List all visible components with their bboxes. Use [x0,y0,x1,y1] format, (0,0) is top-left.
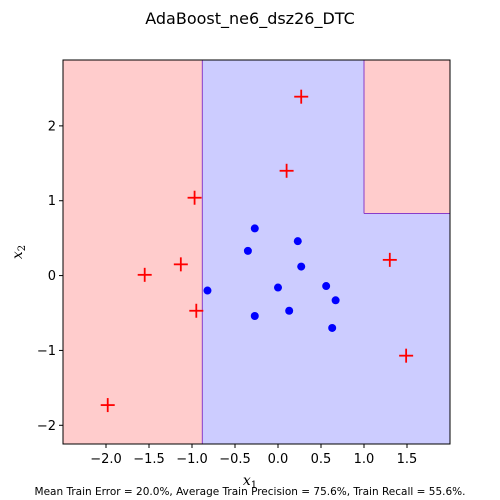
plus-marker [100,398,115,413]
x-axis-label: x1 [243,473,257,491]
decision-regions [63,60,450,444]
x-tick-label: 1.5 [397,452,418,467]
y-axis-label-subscript: 2 [17,245,28,251]
circle-marker [250,312,259,320]
x-tick-label: 0.5 [311,452,332,467]
x-axis-label-subscript: 1 [251,480,257,491]
x-tick-label: 1.0 [354,452,375,467]
region-negative-0 [63,60,203,444]
circle-marker [293,237,302,246]
circle-marker [250,224,259,233]
metrics-footer: Mean Train Error = 20.0%, Average Train … [35,486,466,498]
plus-marker [137,267,152,282]
plus-marker [189,303,204,318]
plot-frame [62,59,451,445]
x-tick-label: −2.0 [90,452,122,467]
y-axis-label-main: x [10,251,26,259]
y-axis-ticks: −2 −1 0 1 2 [37,119,63,434]
region-positive-1 [202,60,364,444]
x-tick-label: −1.0 [176,452,208,467]
x-tick-label: −1.5 [133,452,165,467]
decision-boundary [201,60,450,444]
circle-marker [274,283,282,292]
plus-marker [187,190,202,205]
y-axis-label: x2 [10,245,28,259]
x-axis-label-main: x [243,473,251,489]
plus-marker [279,163,294,178]
x-tick-label: −0.5 [219,452,251,467]
circle-marker [322,282,331,291]
plus-marker [399,348,414,363]
circle-marker [297,262,306,271]
plus-marker [294,89,309,104]
circle-marker [331,296,340,305]
circle-marker [328,323,337,332]
plus-marker [382,252,397,267]
y-tick-label: −2 [37,419,56,434]
y-tick-label: 2 [48,119,56,134]
x-axis-ticks: −2.0 −1.5 −1.0 −0.5 0.0 0.5 1.0 1.5 [90,444,417,467]
x-tick-label: 0.0 [268,452,289,467]
region-negative-3 [364,60,450,214]
y-tick-label: 0 [48,269,56,284]
data-points [100,89,414,413]
chart-title: AdaBoost_ne6_dsz26_DTC [145,9,355,29]
y-tick-label: 1 [48,194,56,209]
circle-marker [285,306,294,315]
y-tick-label: −1 [37,344,56,359]
circle-marker [203,286,212,295]
plus-marker [173,257,188,272]
region-positive-2 [364,213,450,444]
circle-marker [243,246,252,255]
